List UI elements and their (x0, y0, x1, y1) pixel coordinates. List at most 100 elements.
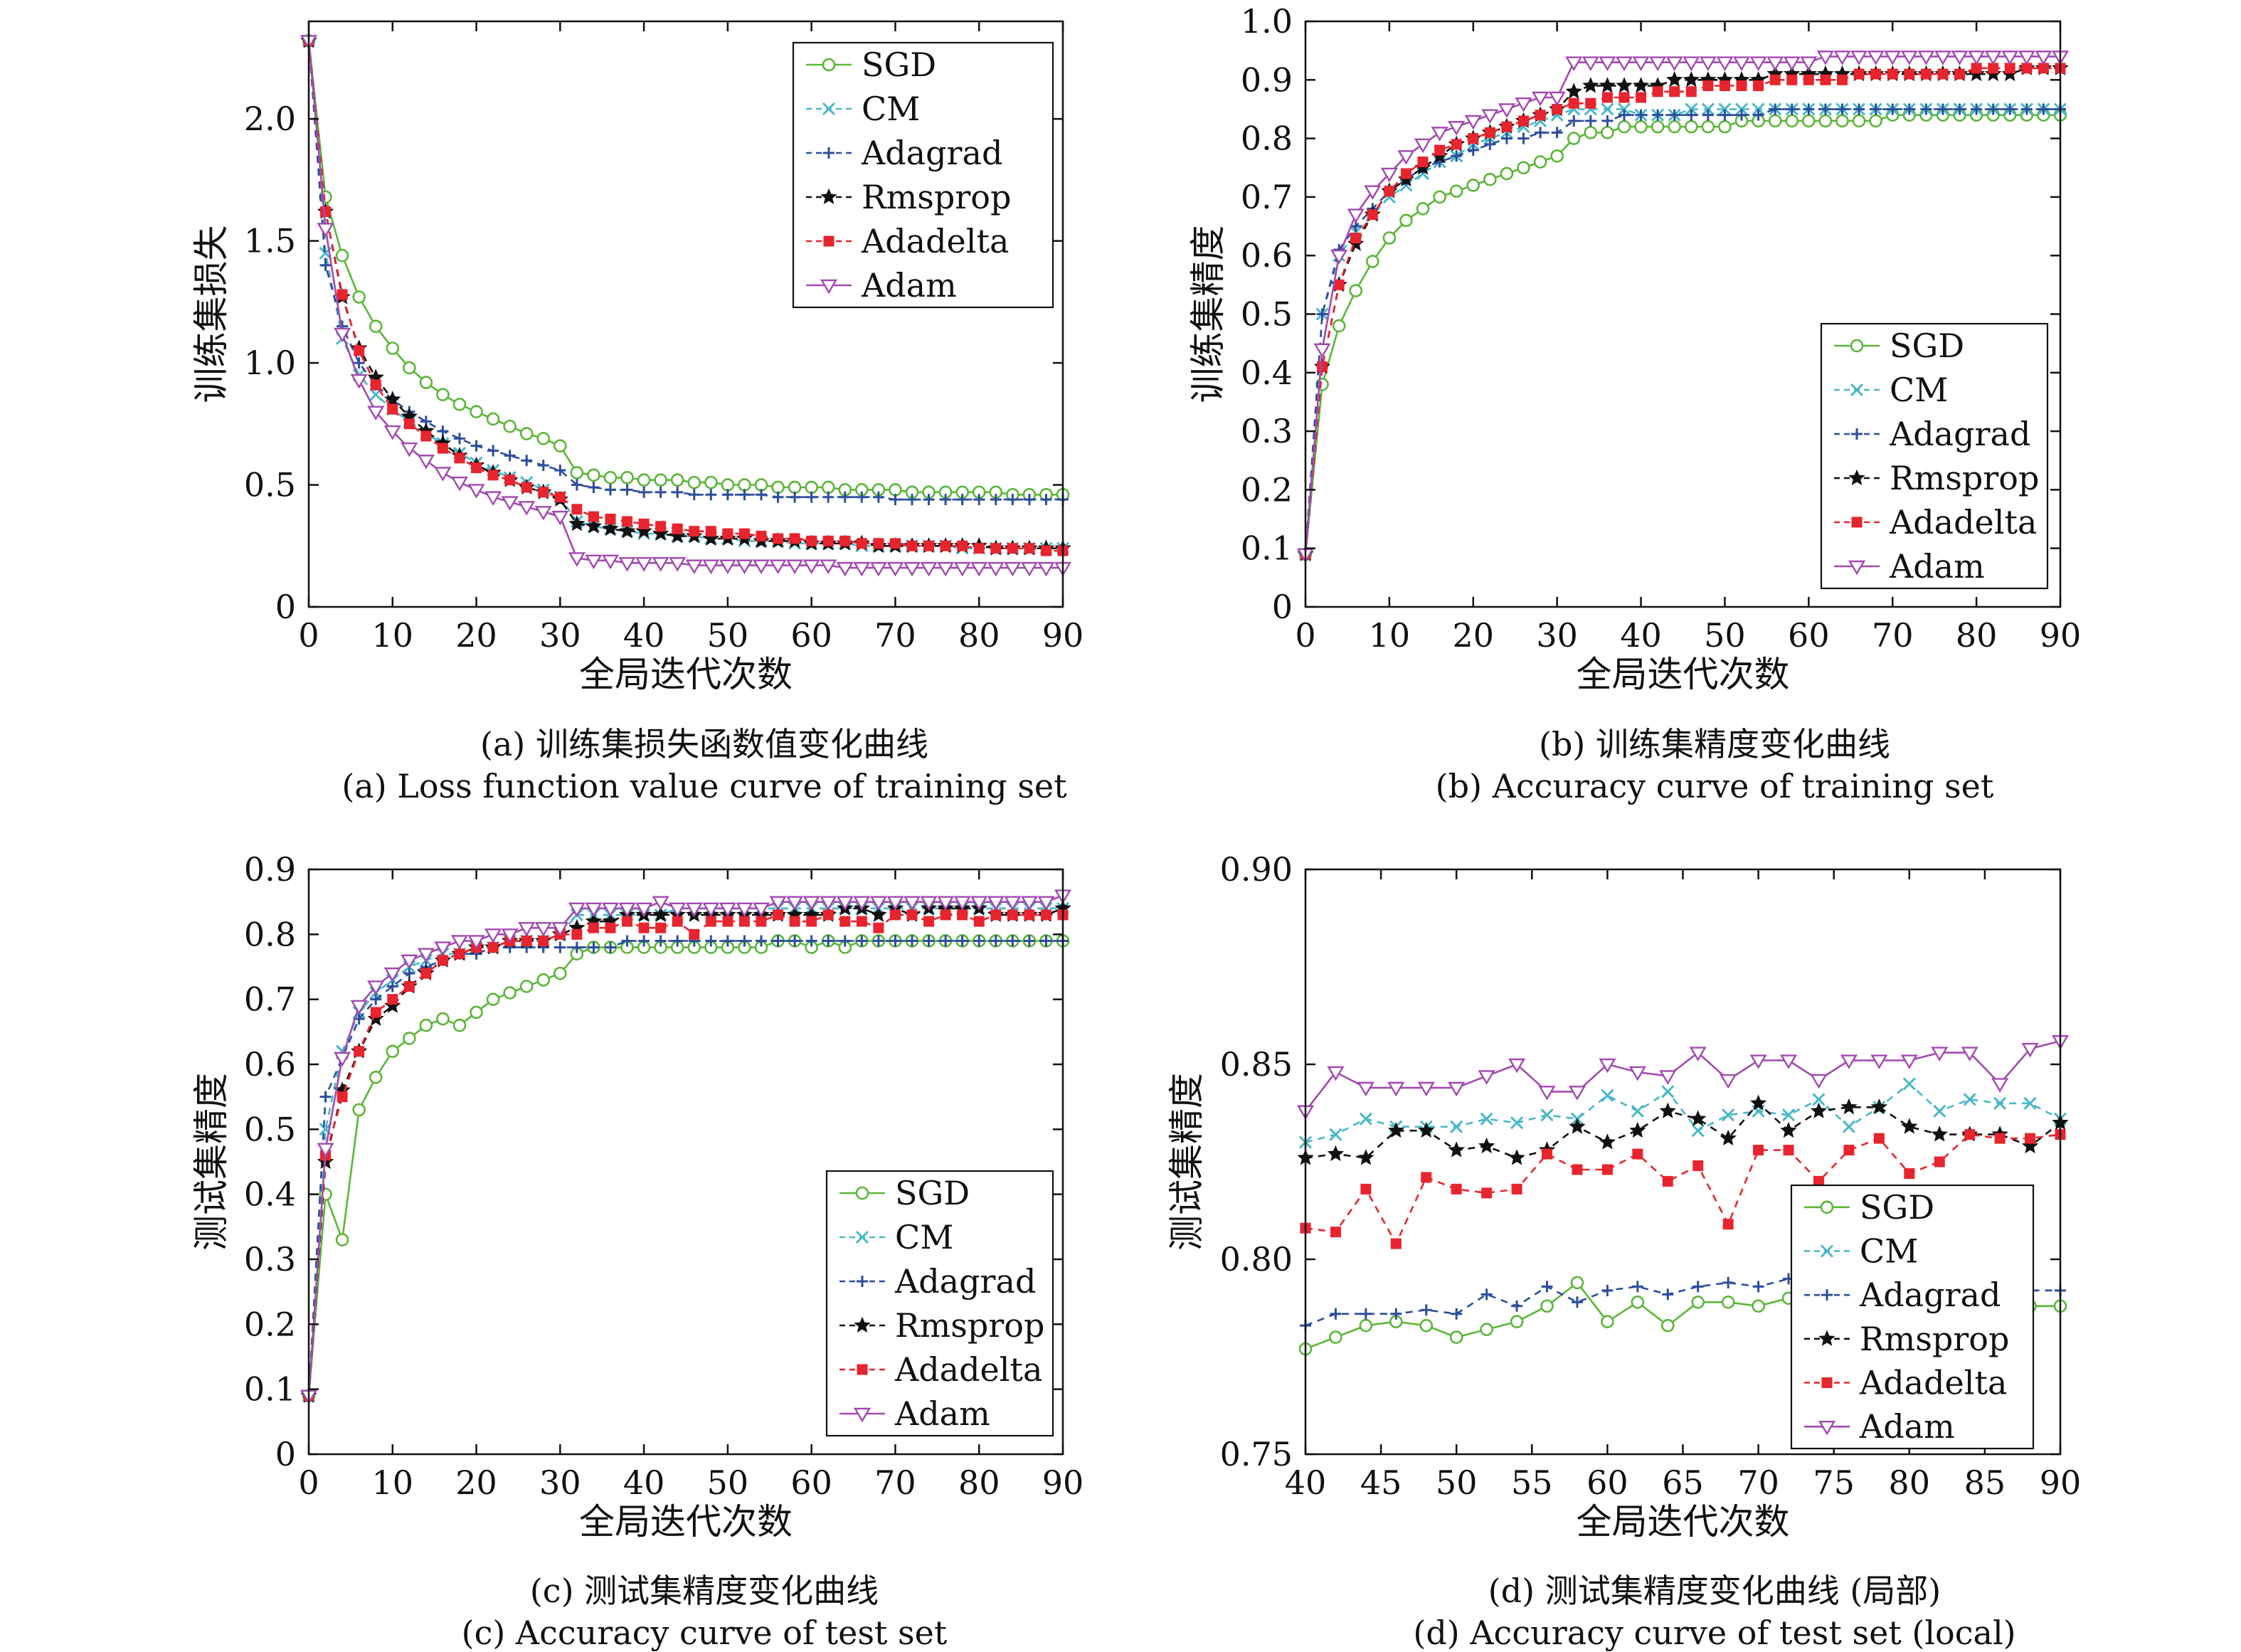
data-point-sgd (788, 480, 802, 494)
data-point-adam (1984, 51, 2002, 65)
data-point-rmsprop (1418, 1121, 1435, 1138)
data-point-adadelta (773, 533, 784, 544)
data-point-adadelta (923, 540, 935, 551)
data-point-adadelta (873, 538, 884, 549)
data-point-adadelta (1451, 139, 1462, 150)
data-point-adam (719, 559, 736, 575)
legend-label-cm: CM (895, 1218, 953, 1256)
x-tick-label: 85 (1964, 1463, 2006, 1502)
x-tick-label: 80 (1956, 616, 1998, 655)
data-point-sgd (436, 388, 450, 401)
legend: SGD CM Adagrad Rmsprop Adadelta Adam (1820, 322, 2049, 590)
legend-marker-adam (820, 279, 838, 295)
data-point-adagrad (738, 935, 751, 947)
data-point-adadelta (1421, 1172, 1432, 1183)
data-point-adadelta (1330, 1227, 1341, 1238)
data-point-adagrad (1535, 127, 1547, 139)
data-point-adam (383, 425, 401, 440)
caption-a-cn: (a) 训练集损失函数值变化曲线 (480, 725, 928, 763)
x-tick-label: 60 (790, 616, 832, 655)
x-tick-label: 40 (623, 1463, 665, 1502)
data-point-adagrad (1484, 138, 1496, 150)
data-point-adam (568, 902, 586, 918)
data-point-rmsprop (1931, 1126, 1948, 1142)
data-point-sgd (352, 290, 366, 304)
data-point-adam (1766, 56, 1784, 71)
data-point-adadelta (1542, 1148, 1553, 1160)
data-point-adadelta (806, 916, 817, 927)
legend-marker-cm (1820, 1244, 1834, 1258)
data-point-adam (1327, 1066, 1345, 1081)
x-tick-label: 50 (707, 1463, 749, 1502)
data-point-adam (1615, 56, 1633, 71)
x-tick-label: 45 (1360, 1463, 1402, 1502)
legend-marker-adagrad (1821, 1289, 1833, 1301)
series-adam (1296, 51, 2070, 563)
data-point-adadelta (839, 916, 851, 927)
data-point-rmsprop (1901, 1118, 1918, 1134)
data-point-adam (1840, 1054, 1858, 1069)
legend: SGD CM Adagrad Rmsprop Adadelta Adam (792, 41, 1054, 309)
data-point-sgd (1752, 1299, 1765, 1313)
data-point-adagrad (1007, 494, 1019, 506)
data-point-adam (1414, 138, 1432, 154)
series-line-sgd (1304, 114, 2060, 555)
caption-c-en: (c) Accuracy curve of test set (461, 1614, 948, 1652)
data-point-adam (1448, 1081, 1466, 1097)
data-point-adam (1417, 1081, 1435, 1097)
data-point-cm (1752, 102, 1765, 116)
data-point-adam (1632, 56, 1650, 71)
legend-marker-rmsprop (1818, 1330, 1835, 1346)
data-point-adam (1464, 115, 1482, 130)
legend-marker-sgd (855, 1186, 869, 1200)
data-point-adadelta (1753, 80, 1764, 92)
data-point-adagrad (822, 491, 835, 503)
data-point-adam (334, 327, 351, 343)
x-tick-label: 90 (1042, 616, 1084, 655)
series-line-adam (1304, 1039, 2061, 1112)
data-point-cm (1510, 1116, 1524, 1130)
data-point-adam (585, 554, 603, 570)
y-tick-label: 0.8 (244, 915, 296, 953)
data-point-adagrad (1584, 115, 1596, 127)
data-point-adadelta (588, 922, 599, 933)
data-point-adadelta (538, 487, 549, 498)
data-point-adadelta (973, 916, 985, 927)
data-point-sgd (1691, 1295, 1705, 1309)
data-point-adam (1431, 127, 1448, 142)
data-point-rmsprop (1780, 1121, 1797, 1138)
series-adam (300, 889, 1072, 1405)
data-point-adadelta (1692, 1160, 1704, 1171)
data-point-cm (1601, 102, 1614, 116)
data-point-sgd (452, 1018, 467, 1032)
data-point-adadelta (1360, 1183, 1372, 1195)
x-tick-label: 0 (298, 1463, 319, 1502)
data-point-adagrad (638, 486, 650, 498)
data-point-rmsprop (652, 524, 669, 541)
data-point-adadelta (806, 535, 817, 546)
data-point-adagrad (1870, 103, 1882, 115)
chart-panel-c: 0 10 20 30 40 50 60 70 80 90 0 0.1 0.2 0.3 0.4 0.5 0.6 0.… (191, 850, 1084, 1542)
data-point-adam (1951, 51, 1969, 65)
data-point-adadelta (1632, 1148, 1643, 1160)
y-tick-label: 0.9 (1241, 60, 1293, 99)
series-line-cm (1305, 1082, 2061, 1143)
data-point-adam (1816, 51, 1835, 65)
data-point-adam (953, 896, 971, 911)
x-tick-label: 90 (1042, 1463, 1084, 1502)
data-point-adagrad (1786, 103, 1798, 115)
data-point-sgd (1517, 161, 1530, 175)
data-point-adagrad (537, 460, 549, 472)
data-point-adam (869, 561, 887, 577)
legend-marker-adadelta (1851, 517, 1863, 528)
data-point-adadelta (487, 470, 499, 481)
data-point-adam (719, 902, 736, 918)
data-point-adadelta (1535, 110, 1546, 121)
data-point-adam (1508, 1058, 1526, 1074)
x-tick-label: 20 (455, 1463, 497, 1502)
data-point-rmsprop (1840, 1098, 1858, 1115)
data-point-adadelta (387, 403, 398, 415)
data-point-adam (551, 510, 569, 526)
data-point-adam (736, 559, 753, 575)
